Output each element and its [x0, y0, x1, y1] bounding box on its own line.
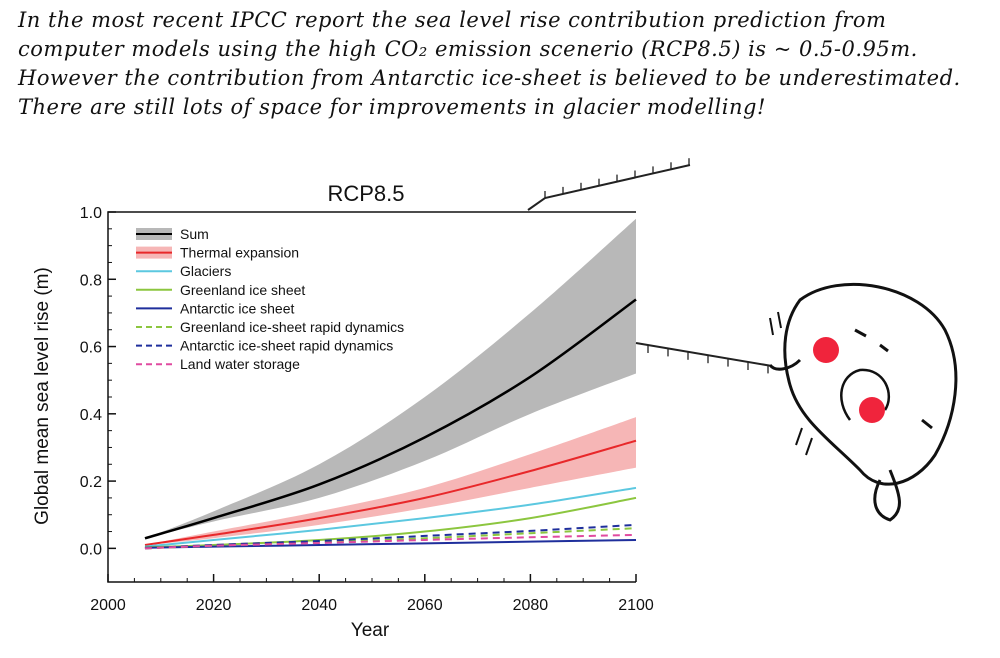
series-line-land_water	[144, 533, 637, 550]
handwritten-note: In the most recent IPCC report the sea l…	[18, 6, 993, 122]
x-tick-label: 2000	[90, 597, 126, 614]
x-tick-label: 2040	[301, 597, 337, 614]
cartoon-character-illustration	[527, 164, 958, 522]
y-tick-label: 0.8	[80, 272, 102, 289]
cartoon-face	[783, 282, 958, 486]
motion-marks	[769, 311, 813, 456]
cartoon-eyes	[854, 328, 933, 430]
y-tick-label: 1.0	[80, 205, 102, 222]
note-line-3: However the contribution from Antarctic …	[18, 66, 961, 90]
y-tick-label: 0.0	[80, 541, 102, 558]
cheek-bottom	[859, 397, 885, 423]
x-axis-title: Year	[351, 620, 390, 641]
legend-label-glaciers: Glaciers	[180, 263, 231, 279]
cartoon-tail	[873, 469, 901, 522]
series-line-antarctic	[144, 538, 637, 549]
band-thermal	[144, 417, 636, 545]
legend-label-antarctic: Antarctic ice sheet	[180, 300, 294, 316]
y-tick-label: 0.4	[80, 407, 102, 424]
x-tick-label: 2020	[196, 597, 232, 614]
cheek-top	[813, 337, 839, 363]
chart-title: RCP8.5	[327, 181, 404, 206]
note-line-4: There are still lots of space for improv…	[18, 95, 766, 119]
plot-area	[144, 218, 637, 550]
legend-label-sum: Sum	[180, 226, 209, 242]
x-tick-label: 2100	[618, 597, 654, 614]
y-tick-label: 0.6	[80, 340, 102, 357]
pulled-edge	[635, 342, 773, 367]
x-tick-label: 2080	[513, 597, 549, 614]
note-line-1: In the most recent IPCC report the sea l…	[18, 8, 887, 32]
cartoon-mouth	[840, 368, 891, 421]
legend-label-antarctic_dyn: Antarctic ice-sheet rapid dynamics	[180, 338, 393, 354]
legend-label-greenland: Greenland ice sheet	[180, 282, 305, 298]
band-sum	[144, 218, 636, 539]
series-line-thermal	[144, 439, 637, 546]
legend-label-land_water: Land water storage	[180, 356, 300, 372]
pulled-corner-edge	[527, 164, 691, 211]
cartoon-arm	[768, 358, 802, 371]
series-line-antarctic_dyn	[144, 523, 637, 550]
series-line-greenland	[144, 496, 637, 549]
legend-label-greenland_dyn: Greenland ice-sheet rapid dynamics	[180, 319, 404, 335]
series-line-sum	[144, 298, 637, 540]
y-tick-label: 0.2	[80, 474, 102, 491]
series-line-glaciers	[144, 486, 637, 548]
legend-label-thermal: Thermal expansion	[180, 245, 299, 261]
x-tick-label: 2060	[407, 597, 443, 614]
axes: RCP8.5 Year Global mean sea level rise (…	[32, 158, 769, 641]
y-axis-title: Global mean sea level rise (m)	[32, 267, 53, 525]
series-line-greenland_dyn	[144, 527, 637, 550]
legend: Sum Thermal expansion Glaciers Greenland ic…	[136, 226, 404, 372]
note-line-2: computer models using the high CO₂ emiss…	[18, 37, 918, 61]
